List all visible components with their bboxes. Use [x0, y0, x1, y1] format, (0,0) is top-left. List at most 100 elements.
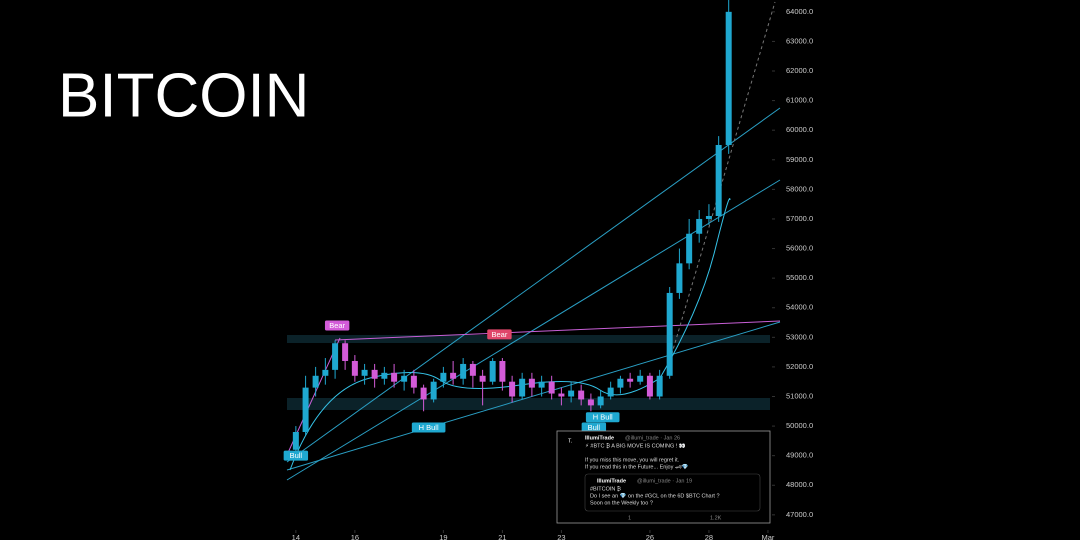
candle-body — [666, 292, 673, 376]
x-tick-label: 26 — [646, 533, 654, 540]
x-tick-label: 19 — [439, 533, 447, 540]
trend-line — [286, 321, 781, 471]
view-count: 1.2K — [710, 515, 722, 521]
y-tick-label: 52000.0 — [786, 362, 813, 371]
candle-body — [676, 263, 683, 293]
annotation-label: H Bull — [593, 413, 613, 422]
tweet-handle: @illumi_trade · Jan 26 — [625, 435, 680, 441]
quote-name: IllumiTrade — [597, 478, 626, 484]
trend-line — [334, 320, 781, 341]
candle-body — [342, 343, 349, 361]
candle-body — [627, 378, 634, 382]
candle-body — [715, 144, 722, 216]
annotation-box — [581, 422, 607, 433]
annotation-box — [283, 450, 309, 461]
candle-body — [469, 363, 476, 376]
annotation-box — [324, 320, 350, 331]
annotation-label: Bull — [290, 451, 303, 460]
candle-body — [371, 369, 378, 379]
x-tick-label: 21 — [498, 533, 506, 540]
y-tick-label: 63000.0 — [786, 36, 813, 45]
y-tick-label: 56000.0 — [786, 244, 813, 253]
candle-body — [292, 432, 299, 450]
candle-body — [725, 11, 732, 145]
candle-body — [391, 372, 398, 382]
tweet-avatar: T. — [568, 438, 573, 444]
y-tick-label: 49000.0 — [786, 451, 813, 460]
candle-body — [528, 378, 535, 388]
quote-box — [584, 473, 761, 512]
x-tick-label: 14 — [292, 533, 300, 540]
candle-body — [696, 218, 703, 234]
candle-body — [430, 381, 437, 400]
candle-body — [538, 381, 545, 388]
x-tick-label: 23 — [557, 533, 565, 540]
y-tick-label: 59000.0 — [786, 155, 813, 164]
candle-body — [302, 387, 309, 432]
candle-body — [587, 399, 594, 406]
projection-line — [669, 1, 776, 361]
candle-body — [607, 387, 614, 397]
tweet-card: T. IllumiTrade @illumi_trade · Jan 26 ⚡ … — [556, 430, 771, 524]
annotation-label: Bear — [329, 321, 345, 330]
candle-body — [558, 393, 565, 397]
y-tick-label: 54000.0 — [786, 303, 813, 312]
trend-line — [286, 107, 781, 463]
annotation-label: H Bull — [419, 423, 439, 432]
y-tick-label: 47000.0 — [786, 510, 813, 519]
support-zone — [287, 398, 770, 410]
tweet-name: IllumiTrade — [585, 435, 614, 441]
y-tick-label: 48000.0 — [786, 480, 813, 489]
y-tick-label: 60000.0 — [786, 125, 813, 134]
quote-line: Do I see an 💎 on the #GCL on the 6D $BTC… — [590, 492, 720, 499]
x-tick-label: 28 — [705, 533, 713, 540]
moving-average — [289, 198, 731, 471]
annotation-box — [585, 412, 620, 423]
y-tick-label: 62000.0 — [786, 66, 813, 75]
y-tick-label: 57000.0 — [786, 214, 813, 223]
candle-body — [617, 378, 624, 388]
candle-body — [440, 372, 447, 382]
candle-body — [519, 378, 526, 397]
candle-body — [637, 375, 644, 382]
annotation-box — [411, 422, 446, 433]
candle-body — [460, 363, 467, 379]
candle-body — [548, 381, 555, 394]
quote-line: Soon on the Weekly too ? — [590, 500, 653, 506]
annotation-box — [487, 329, 512, 340]
candle-body — [401, 375, 408, 382]
quote-line: #BITCOIN ₿ — [590, 485, 621, 492]
candle-body — [568, 390, 575, 397]
y-tick-label: 53000.0 — [786, 332, 813, 341]
y-tick-label: 61000.0 — [786, 96, 813, 105]
candle-body — [656, 375, 663, 397]
tweet-line: ⚡ #BTC ₿ A BIG MOVE IS COMING ! 👀 — [585, 442, 686, 449]
x-tick-label: Mar — [761, 533, 774, 540]
resistance-zone — [287, 335, 770, 343]
y-tick-label: 50000.0 — [786, 421, 813, 430]
chart-title: BITCOIN — [58, 61, 309, 130]
candle-body — [381, 372, 388, 379]
candle-body — [578, 390, 585, 400]
x-tick-label: 16 — [351, 533, 359, 540]
tweet-line: If you read this in the Future... Enjoy … — [585, 463, 689, 470]
retweet-count[interactable]: 1 — [628, 515, 631, 521]
y-tick-label: 64000.0 — [786, 7, 813, 16]
tweet-line: If you miss this move, you will regret i… — [585, 457, 680, 463]
candle-body — [489, 360, 496, 382]
candle-body — [332, 343, 339, 370]
candle-body — [509, 381, 516, 397]
candle-body — [322, 369, 329, 376]
tweet-box — [556, 430, 771, 524]
candle-body — [410, 375, 417, 388]
y-tick-label: 58000.0 — [786, 184, 813, 193]
annotation-label: Bear — [492, 330, 508, 339]
quote-handle: @illumi_trade · Jan 19 — [637, 478, 692, 484]
candle-body — [705, 216, 712, 219]
candle-body — [597, 396, 604, 406]
candle-body — [312, 375, 319, 388]
y-tick-label: 55000.0 — [786, 273, 813, 282]
y-tick-label: 51000.0 — [786, 391, 813, 400]
